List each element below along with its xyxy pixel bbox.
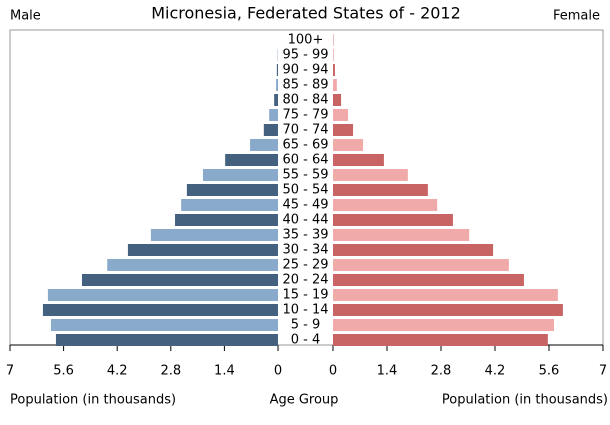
x-axis-label-right: Population (in thousands) <box>442 393 608 408</box>
male-bar <box>47 289 278 301</box>
male-bar <box>42 304 278 316</box>
age-group-label: 95 - 99 <box>282 48 328 63</box>
male-bar <box>55 334 278 346</box>
male-bar <box>276 64 278 76</box>
female-bar <box>333 124 354 136</box>
female-bar <box>333 79 337 91</box>
female-bar <box>333 169 408 181</box>
age-group-label: 40 - 44 <box>282 213 328 228</box>
plot-frame <box>9 29 604 346</box>
age-group-label: 75 - 79 <box>282 108 328 123</box>
x-tick-label: 0 <box>274 364 282 379</box>
age-group-label: 50 - 54 <box>282 183 328 198</box>
x-tick-label: 7 <box>599 364 607 379</box>
female-label: Female <box>553 9 600 24</box>
age-group-label: 15 - 19 <box>282 288 328 303</box>
female-bar <box>333 109 349 121</box>
male-bar <box>202 169 278 181</box>
male-bar <box>50 319 278 331</box>
female-bar <box>333 154 384 166</box>
male-bar <box>81 274 278 286</box>
center-label: Age Group <box>270 393 339 408</box>
x-tick-label: 7 <box>6 364 14 379</box>
male-bar <box>276 79 278 91</box>
age-group-label: 80 - 84 <box>282 93 328 108</box>
age-group-label: 65 - 69 <box>282 138 328 153</box>
x-tick-label: 4.2 <box>107 364 128 379</box>
age-group-label: 10 - 14 <box>282 303 328 318</box>
male-bar <box>150 229 278 241</box>
x-tick-label: 2.8 <box>160 364 181 379</box>
male-label: Male <box>10 9 41 24</box>
female-bar <box>333 199 438 211</box>
chart-title: Micronesia, Federated States of - 2012 <box>151 4 461 23</box>
x-tick-label: 1.4 <box>377 364 398 379</box>
female-bar <box>333 184 428 196</box>
x-tick-label: 5.6 <box>539 364 560 379</box>
age-group-label: 100+ <box>288 33 324 48</box>
age-group-label: 35 - 39 <box>282 228 328 243</box>
female-bar <box>333 64 335 76</box>
age-group-label: 20 - 24 <box>282 273 328 288</box>
age-group-label: 70 - 74 <box>282 123 328 138</box>
male-bar <box>269 109 278 121</box>
x-axis-label-left: Population (in thousands) <box>10 393 176 408</box>
x-tick-label: 0 <box>329 364 337 379</box>
male-bar <box>107 259 278 271</box>
female-bar <box>333 214 453 226</box>
female-bar <box>333 139 364 151</box>
female-bar <box>333 319 555 331</box>
x-tick-label: 2.8 <box>431 364 452 379</box>
x-tick-label: 5.6 <box>53 364 74 379</box>
female-bar <box>333 274 524 286</box>
male-bar <box>274 94 278 106</box>
x-tick-label: 4.2 <box>485 364 506 379</box>
male-bar <box>186 184 278 196</box>
female-bar <box>333 259 509 271</box>
age-group-label: 85 - 89 <box>282 78 328 93</box>
age-group-label: 60 - 64 <box>282 153 328 168</box>
x-tick-label: 1.4 <box>214 364 235 379</box>
female-bar <box>333 49 334 61</box>
male-bar <box>175 214 278 226</box>
male-bar <box>263 124 278 136</box>
age-group-label: 55 - 59 <box>282 168 328 183</box>
female-bar <box>333 304 563 316</box>
female-bar <box>333 334 548 346</box>
female-bar <box>333 289 558 301</box>
female-bar <box>333 244 494 256</box>
age-group-label: 45 - 49 <box>282 198 328 213</box>
male-bar <box>181 199 278 211</box>
age-group-label: 0 - 4 <box>291 333 321 348</box>
female-bar <box>333 229 470 241</box>
male-bar <box>250 139 278 151</box>
age-group-label: 25 - 29 <box>282 258 328 273</box>
age-group-label: 90 - 94 <box>282 63 328 78</box>
male-bar <box>127 244 278 256</box>
female-bar <box>333 94 342 106</box>
male-bar <box>225 154 278 166</box>
age-group-label: 5 - 9 <box>291 318 321 333</box>
age-group-label: 30 - 34 <box>282 243 328 258</box>
